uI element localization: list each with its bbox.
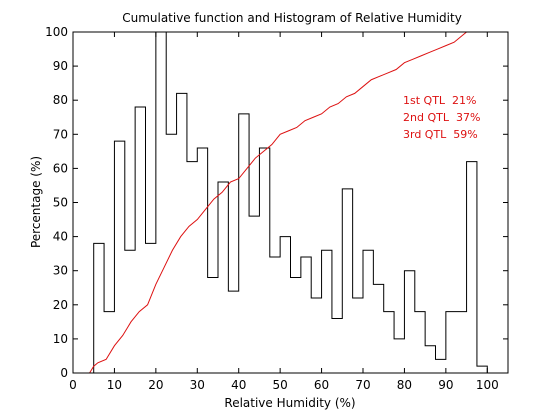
- plot-area: [73, 32, 508, 373]
- x-tick-label-7: 70: [355, 378, 370, 392]
- y-tick-label-10: 100: [45, 25, 68, 39]
- x-tick-label-9: 90: [438, 378, 453, 392]
- chart-title: Cumulative function and Histogram of Rel…: [122, 11, 462, 25]
- x-tick-label-2: 20: [148, 378, 163, 392]
- cumulative-line: [73, 31, 488, 374]
- x-tick-label-3: 30: [190, 378, 205, 392]
- quantile-annotations: 1st QTL 21% 2nd QTL 37% 3rd QTL 59%: [403, 94, 480, 141]
- y-tick-label-3: 30: [53, 264, 68, 278]
- x-tick-label-1: 10: [107, 378, 122, 392]
- y-tick-label-9: 90: [53, 59, 68, 73]
- x-axis-label: Relative Humidity (%): [224, 396, 355, 410]
- annotation-q3: 3rd QTL 59%: [403, 128, 478, 141]
- annotation-q1: 1st QTL 21%: [403, 94, 477, 107]
- y-tick-label-7: 70: [53, 127, 68, 141]
- x-tick-label-0: 0: [69, 378, 77, 392]
- y-tick-label-6: 60: [53, 161, 68, 175]
- y-tick-label-4: 40: [53, 230, 68, 244]
- x-tick-label-8: 80: [397, 378, 412, 392]
- y-tick-label-0: 0: [60, 366, 68, 380]
- y-axis-label: Percentage (%): [29, 156, 43, 248]
- y-tick-label-5: 50: [53, 196, 68, 210]
- x-tick-label-10: 100: [476, 378, 499, 392]
- y-tick-label-1: 10: [53, 332, 68, 346]
- y-tick-label-8: 80: [53, 93, 68, 107]
- x-tick-label-4: 40: [231, 378, 246, 392]
- y-tick-label-2: 20: [53, 298, 68, 312]
- x-tick-label-6: 60: [314, 378, 329, 392]
- histogram-outline: [93, 31, 488, 373]
- x-axis-ticks: 0 10 20 30 40 50 60 70 80 90 100: [69, 32, 499, 392]
- annotation-q2: 2nd QTL 37%: [403, 111, 480, 124]
- x-tick-label-5: 50: [272, 378, 287, 392]
- plot-frame: [72, 31, 509, 374]
